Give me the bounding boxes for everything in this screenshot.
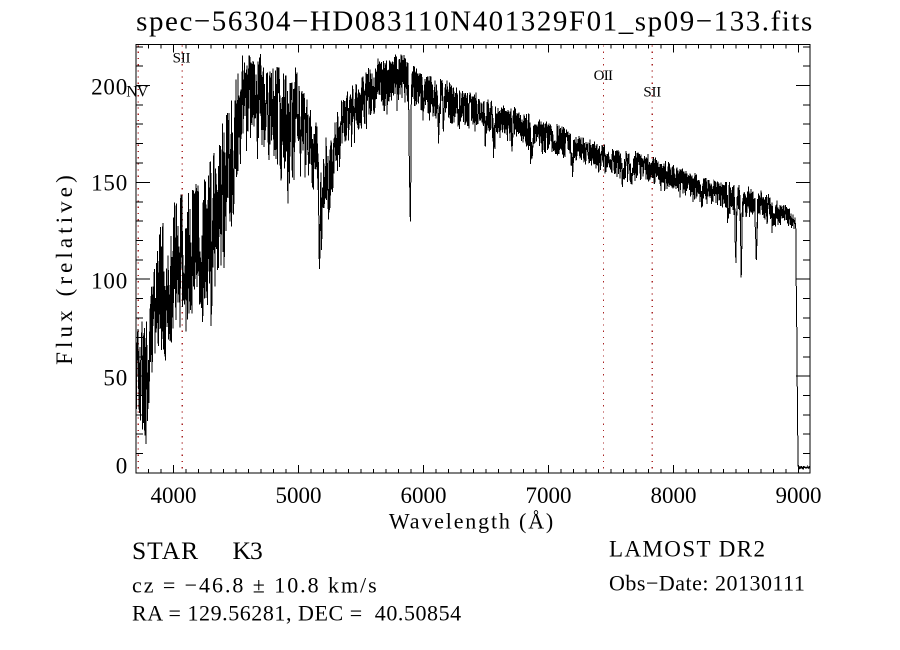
svg-text:6000: 6000 bbox=[401, 483, 447, 508]
svg-text:50: 50 bbox=[103, 365, 128, 390]
svg-text:NV: NV bbox=[126, 84, 149, 101]
svg-text:Flux (relative): Flux (relative) bbox=[52, 171, 77, 365]
svg-text:4000: 4000 bbox=[151, 483, 197, 508]
svg-text:8000: 8000 bbox=[651, 483, 697, 508]
svg-text:SII: SII bbox=[173, 51, 191, 67]
svg-text:LAMOST DR2: LAMOST DR2 bbox=[609, 536, 766, 561]
svg-text:RA = 129.56281, DEC = 40.5085: RA = 129.56281, DEC = 40.50854 bbox=[132, 601, 462, 626]
svg-text:200: 200 bbox=[91, 75, 128, 100]
svg-text:7000: 7000 bbox=[526, 483, 572, 508]
svg-text:cz = −46.8 ± 10.8 km/s: cz = −46.8 ± 10.8 km/s bbox=[132, 573, 379, 598]
svg-text:5000: 5000 bbox=[276, 483, 322, 508]
svg-text:Obs−Date: 20130111: Obs−Date: 20130111 bbox=[609, 570, 805, 595]
svg-text:OII: OII bbox=[594, 68, 613, 84]
svg-text:150: 150 bbox=[91, 171, 128, 196]
svg-text:STAR: STAR bbox=[132, 536, 199, 565]
svg-text:0: 0 bbox=[116, 454, 128, 479]
svg-text:SII: SII bbox=[643, 85, 661, 101]
svg-text:K3: K3 bbox=[233, 536, 263, 565]
svg-text:spec−56304−HD083110N401329F01_: spec−56304−HD083110N401329F01_sp09−133.f… bbox=[136, 5, 814, 37]
svg-text:100: 100 bbox=[91, 268, 128, 293]
svg-text:Wavelength (Å): Wavelength (Å) bbox=[389, 509, 555, 534]
svg-text:9000: 9000 bbox=[776, 483, 822, 508]
